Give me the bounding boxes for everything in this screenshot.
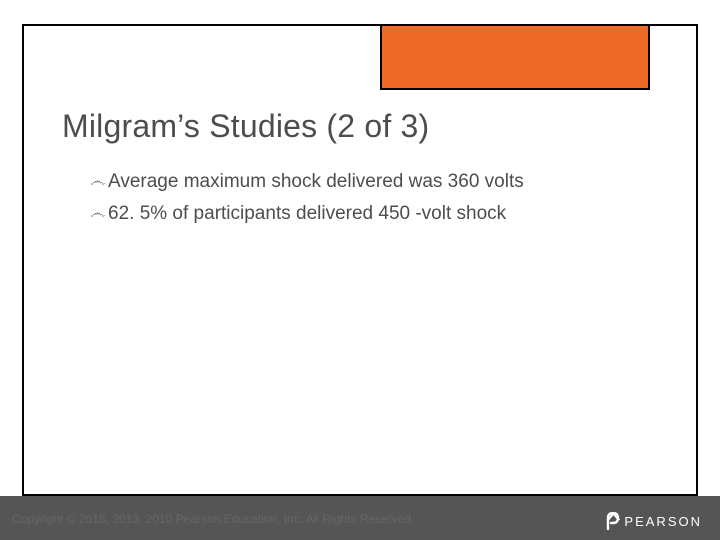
slide: Milgram’s Studies (2 of 3) ෴ Average max… (0, 0, 720, 540)
pearson-logo: PEARSON (606, 512, 702, 530)
list-item: ෴ 62. 5% of participants delivered 450 -… (90, 200, 660, 228)
bullet-icon: ෴ (90, 170, 108, 193)
copyright-text: Copyright © 2016, 2013, 2010 Pearson Edu… (12, 512, 411, 526)
bullet-list: ෴ Average maximum shock delivered was 36… (90, 168, 660, 231)
bullet-icon: ෴ (90, 202, 108, 225)
pearson-logo-text: PEARSON (624, 514, 702, 529)
pearson-logo-mark-icon (606, 512, 620, 530)
accent-box (380, 24, 650, 90)
bullet-text: Average maximum shock delivered was 360 … (108, 168, 660, 196)
content-frame (22, 24, 698, 496)
slide-title: Milgram’s Studies (2 of 3) (62, 108, 429, 145)
list-item: ෴ Average maximum shock delivered was 36… (90, 168, 660, 196)
bullet-text: 62. 5% of participants delivered 450 -vo… (108, 200, 660, 228)
